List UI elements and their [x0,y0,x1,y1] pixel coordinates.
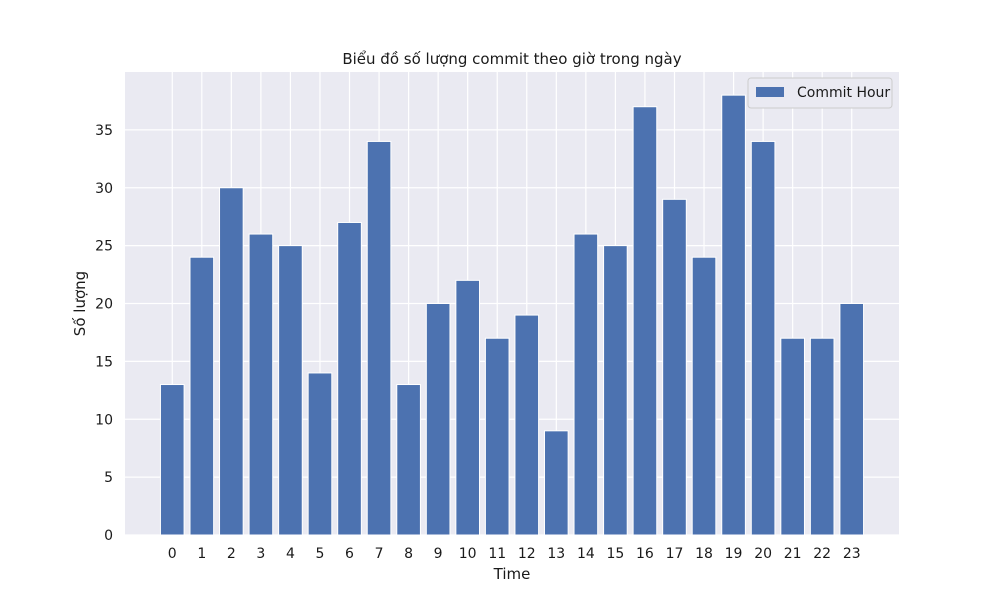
legend-swatch [756,87,784,97]
y-tick-label: 25 [95,239,113,255]
x-tick-label: 4 [286,546,295,562]
bar-11 [484,337,510,536]
y-tick-label: 5 [104,470,113,486]
y-axis-label: Số lượng [71,271,89,336]
bar-10 [455,279,481,536]
x-tick-label: 11 [488,546,506,562]
bar-4 [278,245,303,536]
x-tick-label: 16 [636,546,654,562]
x-tick-label: 5 [316,546,325,562]
bar-3 [248,233,274,536]
x-tick-label: 22 [813,546,831,562]
x-tick-label: 7 [375,546,384,562]
x-tick-label: 15 [606,546,624,562]
x-tick-label: 14 [577,546,595,562]
bar-13 [543,430,569,536]
bar-14 [573,233,599,536]
x-tick-label: 6 [345,546,354,562]
x-axis-label: Time [493,565,531,583]
chart-title: Biểu đồ số lượng commit theo giờ trong n… [342,50,681,68]
bars [159,94,865,536]
bar-21 [780,337,805,536]
x-tick-label: 8 [404,546,413,562]
x-tick-label: 23 [843,546,861,562]
x-tick-label: 9 [434,546,443,562]
bar-1 [189,256,215,536]
x-tick-label: 12 [518,546,536,562]
y-tick-label: 15 [95,354,113,370]
bar-23 [839,303,865,536]
bar-20 [750,140,776,536]
bar-6 [337,221,362,536]
y-tick-label: 0 [104,528,113,544]
bar-17 [662,198,687,536]
bar-8 [396,384,421,536]
y-tick-label: 30 [95,181,113,197]
bar-22 [809,337,835,536]
x-tick-label: 18 [695,546,713,562]
x-tick-label: 19 [725,546,743,562]
x-tick-label: 21 [784,546,802,562]
bar-9 [425,303,451,536]
x-tick-label: 13 [547,546,565,562]
legend-label: Commit Hour [797,85,890,101]
bar-0 [159,384,185,536]
y-tick-label: 20 [95,297,113,313]
x-tick-label: 17 [666,546,684,562]
bar-15 [603,245,628,536]
bar-19 [721,94,746,536]
x-tick-label: 10 [459,546,477,562]
x-tick-label: 0 [168,546,177,562]
bar-18 [691,256,717,536]
x-tick-label: 1 [197,546,206,562]
x-tick-label: 2 [227,546,236,562]
bar-7 [366,140,392,536]
x-tick-label: 20 [754,546,772,562]
y-axis-ticks: 0 5 10 15 20 25 30 35 [95,123,113,544]
bar-2 [219,187,244,536]
bar-12 [514,314,540,536]
x-axis-ticks: 0 1 2 3 4 5 6 7 8 9 10 11 12 13 14 15 16 17 18 19 20 21 22 23 [168,546,861,562]
legend: Commit Hour [747,77,893,109]
y-tick-label: 35 [95,123,113,139]
x-tick-label: 3 [256,546,265,562]
bar-5 [307,372,333,536]
y-tick-label: 10 [95,412,113,428]
bar-16 [632,106,658,536]
legend-box [747,77,893,109]
